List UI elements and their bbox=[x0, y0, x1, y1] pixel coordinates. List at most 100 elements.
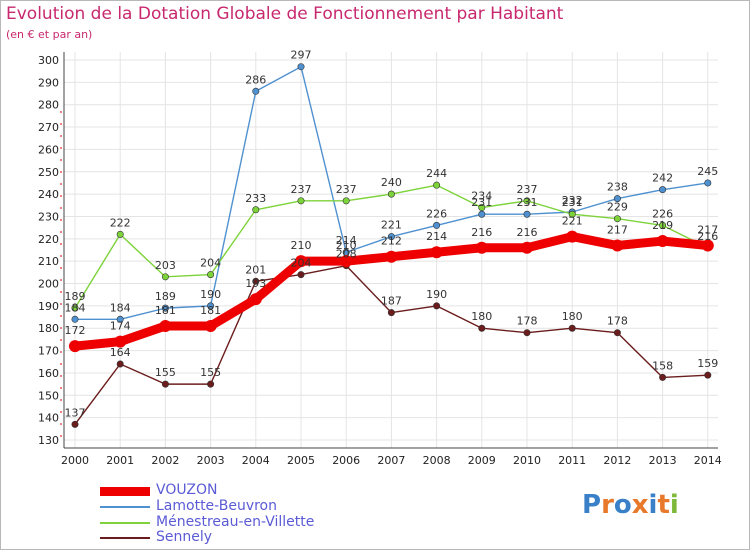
data-point-1 bbox=[297, 63, 305, 71]
data-label-0: 174 bbox=[110, 320, 131, 333]
legend-label-sennely: Sennely bbox=[156, 529, 213, 545]
data-label-1: 242 bbox=[652, 172, 673, 185]
x-tick-label: 2000 bbox=[61, 454, 89, 467]
data-point-1 bbox=[252, 87, 260, 95]
data-label-0: 219 bbox=[652, 219, 673, 232]
data-point-3 bbox=[478, 324, 486, 332]
data-label-0: 210 bbox=[336, 239, 357, 252]
data-label-1: 286 bbox=[245, 73, 266, 86]
x-tick-label: 2007 bbox=[377, 454, 405, 467]
y-tick-label: 260 bbox=[38, 143, 59, 156]
data-point-1 bbox=[478, 210, 486, 218]
data-label-3: 159 bbox=[697, 357, 718, 370]
proxiti-logo: Proxiti bbox=[582, 490, 679, 520]
data-point-2 bbox=[568, 210, 576, 218]
x-tick-label: 2006 bbox=[332, 454, 360, 467]
data-label-0: 217 bbox=[607, 224, 628, 237]
data-point-0 bbox=[114, 335, 127, 348]
data-point-0 bbox=[611, 239, 624, 252]
data-point-0 bbox=[430, 246, 443, 259]
data-point-0 bbox=[159, 320, 172, 332]
data-point-3 bbox=[297, 271, 305, 279]
x-tick-label: 2012 bbox=[603, 454, 631, 467]
legend-item-vouzon: VOUZON bbox=[100, 482, 420, 498]
data-label-2: 203 bbox=[155, 259, 176, 272]
logo-letter: r bbox=[601, 490, 614, 520]
data-point-1 bbox=[659, 186, 667, 194]
data-label-1: 184 bbox=[110, 301, 131, 314]
data-label-1: 231 bbox=[471, 196, 492, 209]
data-label-3: 190 bbox=[426, 288, 447, 301]
data-point-0 bbox=[249, 293, 262, 306]
legend-swatch-menestreau bbox=[100, 522, 150, 524]
y-tick-label: 160 bbox=[38, 367, 59, 380]
data-label-2: 204 bbox=[200, 257, 221, 270]
data-point-1 bbox=[71, 315, 79, 323]
data-label-2: 189 bbox=[65, 290, 86, 303]
x-tick-label: 2002 bbox=[151, 454, 179, 467]
data-point-1 bbox=[523, 210, 531, 218]
data-point-2 bbox=[161, 273, 169, 281]
logo-letter: i bbox=[669, 490, 679, 520]
data-label-3: 155 bbox=[200, 366, 221, 379]
data-label-0: 214 bbox=[426, 230, 447, 243]
data-label-2: 237 bbox=[291, 183, 312, 196]
data-point-3 bbox=[387, 309, 395, 317]
data-label-1: 297 bbox=[291, 49, 312, 62]
data-point-1 bbox=[613, 195, 621, 203]
x-tick-label: 2011 bbox=[558, 454, 586, 467]
y-tick-label: 250 bbox=[38, 166, 59, 179]
data-point-3 bbox=[568, 324, 576, 332]
data-label-3: 178 bbox=[517, 315, 538, 328]
data-point-3 bbox=[613, 329, 621, 337]
data-point-3 bbox=[523, 329, 531, 337]
data-point-3 bbox=[207, 380, 215, 388]
data-label-3: 178 bbox=[607, 315, 628, 328]
data-point-3 bbox=[161, 380, 169, 388]
data-label-1: 184 bbox=[65, 301, 86, 314]
y-tick-label: 230 bbox=[38, 210, 59, 223]
legend-swatch-lamotte-beuvron bbox=[100, 506, 150, 508]
data-label-0: 212 bbox=[381, 235, 402, 248]
data-label-2: 234 bbox=[471, 190, 492, 203]
data-label-2: 237 bbox=[336, 183, 357, 196]
x-tick-label: 2009 bbox=[468, 454, 496, 467]
data-label-1: 245 bbox=[697, 165, 718, 178]
data-label-1: 232 bbox=[562, 194, 583, 207]
data-label-3: 204 bbox=[291, 257, 312, 270]
data-point-1 bbox=[161, 304, 169, 312]
x-tick-label: 2010 bbox=[513, 454, 541, 467]
data-label-3: 158 bbox=[652, 359, 673, 372]
data-point-0 bbox=[475, 241, 488, 254]
logo-letter: t bbox=[657, 490, 670, 520]
x-tick-label: 2013 bbox=[649, 454, 677, 467]
data-point-2 bbox=[613, 215, 621, 223]
data-point-0 bbox=[701, 239, 714, 252]
chart-title: Evolution de la Dotation Globale de Fonc… bbox=[6, 4, 564, 24]
chart-subtitle: (en € et par an) bbox=[6, 28, 93, 41]
data-label-1: 190 bbox=[200, 288, 221, 301]
y-tick-label: 220 bbox=[38, 233, 59, 246]
legend-label-lamotte-beuvron: Lamotte-Beuvron bbox=[156, 498, 277, 514]
data-label-3: 164 bbox=[110, 346, 131, 359]
data-point-3 bbox=[659, 373, 667, 381]
logo-letter: i bbox=[648, 490, 658, 520]
y-tick-label: 170 bbox=[38, 345, 59, 358]
y-tick-label: 140 bbox=[38, 412, 59, 425]
data-label-0: 221 bbox=[562, 215, 583, 228]
data-label-3: 180 bbox=[562, 310, 583, 323]
y-tick-label: 270 bbox=[38, 121, 59, 134]
data-point-3 bbox=[116, 360, 124, 368]
legend-swatch-vouzon bbox=[100, 487, 150, 496]
data-label-3: 187 bbox=[381, 295, 402, 308]
legend-item-sennely: Sennely bbox=[100, 529, 420, 545]
x-tick-label: 2008 bbox=[423, 454, 451, 467]
data-point-2 bbox=[523, 197, 531, 205]
y-tick-label: 280 bbox=[38, 99, 59, 112]
legend-item-lamotte-beuvron: Lamotte-Beuvron bbox=[100, 498, 420, 514]
data-point-2 bbox=[207, 271, 215, 279]
data-label-0: 181 bbox=[200, 304, 221, 317]
data-point-2 bbox=[659, 221, 667, 229]
data-label-1: 221 bbox=[381, 219, 402, 232]
data-label-2: 240 bbox=[381, 176, 402, 189]
